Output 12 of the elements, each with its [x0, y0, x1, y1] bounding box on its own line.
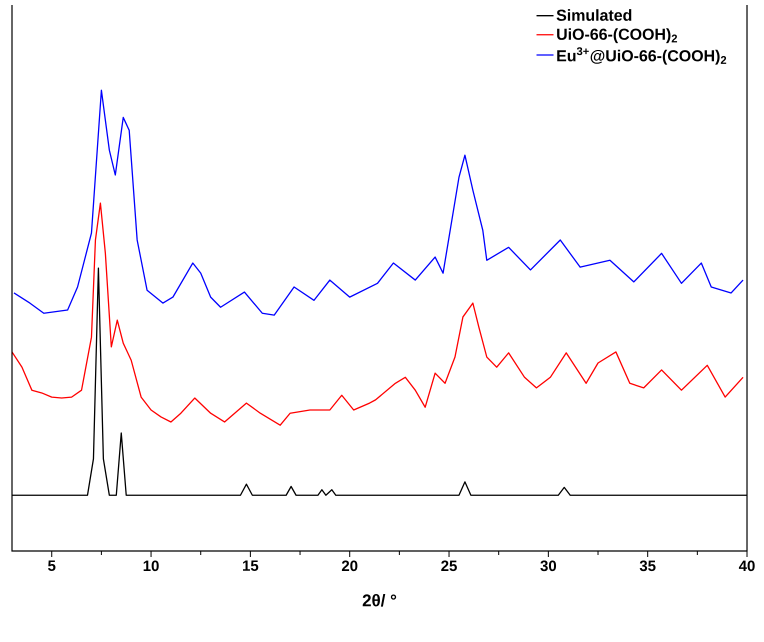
- x-tick-label: 10: [144, 560, 159, 572]
- x-axis-title: 2θ/ °: [362, 594, 396, 607]
- x-tick-label: 20: [342, 560, 358, 572]
- legend-label: Eu$^{3+}$@UiO-66-(COOH)$_{2}$: [557, 47, 726, 65]
- legend-label: UiO-66-(COOH)$_{2}$: [557, 28, 678, 44]
- x-tick-label: 25: [441, 560, 457, 572]
- x-tick-label: 40: [738, 560, 755, 572]
- x-tick-label: 5: [48, 560, 56, 571]
- x-tick-label: 35: [640, 560, 656, 572]
- legend-label: Simulated: [556, 9, 632, 21]
- x-tick-label: 30: [540, 560, 556, 572]
- x-tick-label: 15: [243, 560, 258, 571]
